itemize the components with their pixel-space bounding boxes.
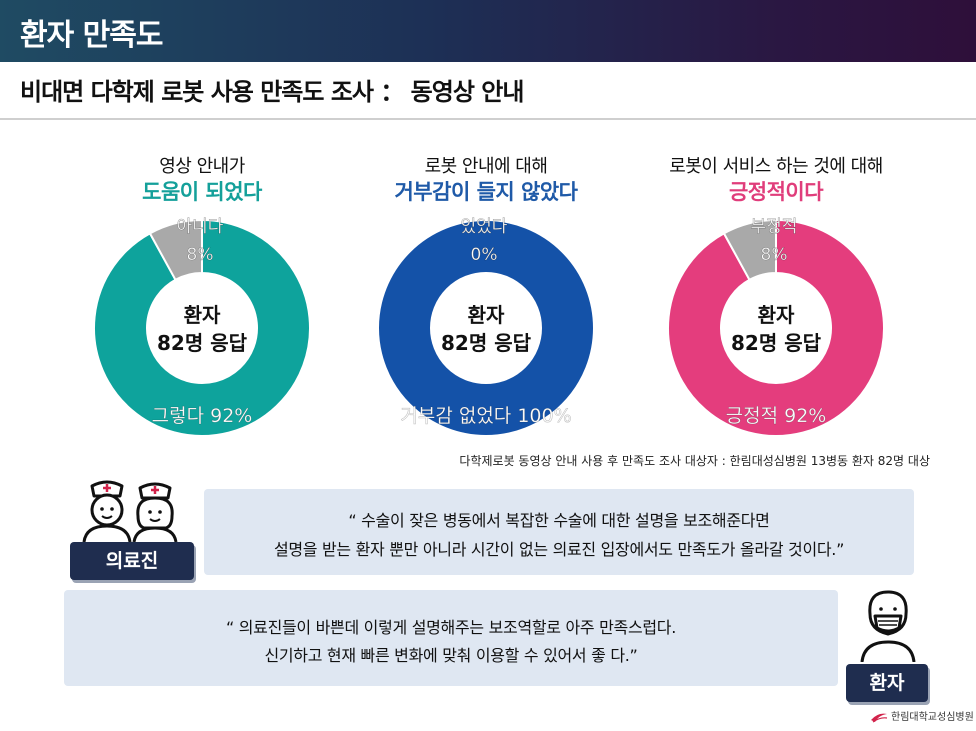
staff-role-badge: 의료진: [70, 542, 194, 580]
donut-minor-label: 8%: [187, 245, 214, 265]
staff-quote-line1: “ 수술이 잦은 병동에서 복잡한 수술에 대한 설명을 보조해준다면: [348, 511, 770, 530]
patient-role-badge: 환자: [846, 664, 928, 702]
chart-caption-line1: 로봇이 서비스 하는 것에 대해: [669, 156, 883, 177]
donut-minor-label: 0%: [471, 245, 498, 265]
patient-quote-box: “ 의료진들이 바쁜데 이렇게 설명해주는 보조역할로 아주 만족스럽다. 신기…: [64, 590, 838, 686]
patient-icon: [858, 586, 918, 663]
header-bar: 환자 만족도: [0, 0, 976, 62]
donut-slice-main: [93, 218, 311, 437]
donut-slice-minor: [148, 218, 203, 282]
chart-caption-line2: 긍정적이다: [728, 180, 824, 204]
donut-minor-label: 8%: [761, 245, 788, 265]
donut-minor-label: 있었다: [461, 217, 508, 237]
donut-center-label: 환자: [184, 303, 221, 327]
hospital-logo-text: 한림대학교성심병원: [891, 712, 974, 723]
donut-center-label: 환자: [468, 303, 505, 327]
divider: [0, 118, 976, 120]
donut-slice-main: [376, 219, 596, 437]
hospital-logo-icon: [871, 713, 888, 723]
donut-slice-main: [667, 218, 885, 437]
patient-quote-line1: “ 의료진들이 바쁜데 이렇게 설명해주는 보조역할로 아주 만족스럽다.: [225, 618, 677, 637]
donut-minor-label: 부정적: [751, 217, 798, 237]
chart-caption-line2: 거부감이 들지 않았다: [394, 180, 578, 204]
chart-caption-line1: 로봇 안내에 대해: [424, 156, 548, 177]
donut-main-label: 그렇다 92%: [152, 405, 253, 427]
donut-slice-minor: [722, 218, 777, 282]
donut-center-label: 82명 응답: [441, 331, 532, 355]
medical-staff-icon: [78, 476, 190, 543]
page-title: 환자 만족도: [20, 18, 163, 53]
donut-center-label: 환자: [758, 303, 795, 327]
page-subtitle: 비대면 다학제 로봇 사용 만족도 조사 ： 동영상 안내: [20, 78, 524, 106]
donut-center-label: 82명 응답: [731, 331, 822, 355]
donut-minor-label: 아니다: [177, 217, 224, 237]
source-note: 다학제로봇 동영상 안내 사용 후 만족도 조사 대상자 : 한림대성심병원 1…: [459, 454, 930, 468]
chart-caption-line2: 도움이 되었다: [142, 180, 262, 204]
chart-caption-line1: 영상 안내가: [159, 156, 245, 177]
donut-center-label: 82명 응답: [157, 331, 248, 355]
staff-quote-box: “ 수술이 잦은 병동에서 복잡한 수술에 대한 설명을 보조해준다면 설명을 …: [204, 489, 914, 575]
hospital-logo: 한림대학교성심병원: [870, 708, 974, 723]
patient-quote-line2: 신기하고 현재 빠른 변화에 맞춰 이용할 수 있어서 좋 다.”: [264, 646, 638, 665]
staff-quote-line2: 설명을 받는 환자 뿐만 아니라 시간이 없는 의료진 입장에서도 만족도가 올…: [273, 540, 845, 559]
donut-main-label: 거부감 없었다 100%: [400, 405, 571, 427]
donut-main-label: 긍정적 92%: [726, 405, 827, 427]
